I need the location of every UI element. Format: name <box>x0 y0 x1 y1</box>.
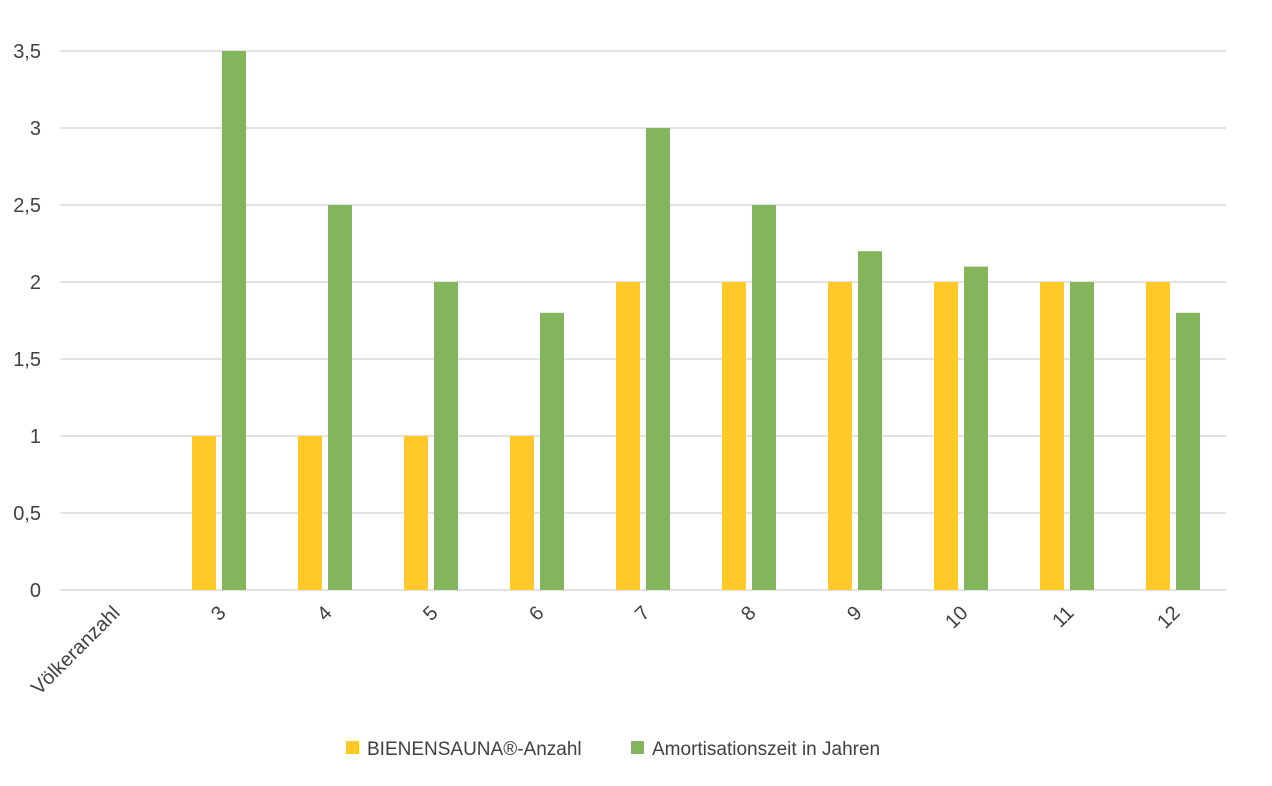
legend-label: BIENENSAUNA®-Anzahl <box>367 739 582 760</box>
x-tick-label: 5 <box>419 602 442 625</box>
y-tick-label: 2 <box>30 272 41 294</box>
x-tick-label: 3 <box>207 602 230 625</box>
x-tick-label: 6 <box>525 602 548 625</box>
bar-anzahl-9 <box>828 282 852 590</box>
y-tick-label: 1,5 <box>13 349 41 371</box>
bar-amortisation-4 <box>328 205 352 590</box>
bar-anzahl-6 <box>510 436 534 590</box>
bar-amortisation-7 <box>646 128 670 590</box>
bar-anzahl-12 <box>1146 282 1170 590</box>
bar-amortisation-5 <box>434 282 458 590</box>
x-tick-label: 7 <box>631 602 654 625</box>
x-tick-label: Völkeranzahl <box>27 602 124 699</box>
y-tick-label: 0,5 <box>13 503 41 525</box>
bar-anzahl-8 <box>722 282 746 590</box>
bars <box>192 51 1200 590</box>
legend-swatch <box>346 741 359 754</box>
bar-amortisation-12 <box>1176 312 1200 590</box>
x-tick-label: 11 <box>1048 602 1078 632</box>
x-tick-label: 9 <box>843 602 866 625</box>
bar-anzahl-5 <box>404 436 428 590</box>
y-tick-label: 2,5 <box>13 195 41 217</box>
x-tick-label: 12 <box>1153 602 1184 633</box>
y-tick-label: 1 <box>30 426 41 448</box>
y-tick-label: 3 <box>30 118 41 140</box>
y-tick-label: 0 <box>30 580 41 602</box>
legend: BIENENSAUNA®-Anzahl Amortisationszeit in … <box>346 739 880 760</box>
bar-anzahl-4 <box>298 436 322 590</box>
bar-amortisation-6 <box>540 312 564 590</box>
y-axis-tick-labels: 0 0,5 1 1,5 2 2,5 3 3,5 <box>13 41 41 602</box>
bar-amortisation-11 <box>1070 282 1094 590</box>
bar-anzahl-7 <box>616 282 640 590</box>
bar-amortisation-8 <box>752 205 776 590</box>
x-axis-tick-labels: Völkeranzahl 3 4 5 6 7 8 9 10 11 12 <box>27 602 1184 699</box>
bar-anzahl-11 <box>1040 282 1064 590</box>
y-tick-label: 3,5 <box>13 41 41 63</box>
bar-amortisation-3 <box>222 51 246 590</box>
gridlines <box>60 50 1226 591</box>
bar-anzahl-10 <box>934 282 958 590</box>
bar-amortisation-9 <box>858 251 882 590</box>
legend-label: Amortisationszeit in Jahren <box>652 739 880 760</box>
legend-swatch <box>631 741 644 754</box>
x-tick-label: 10 <box>941 602 972 633</box>
bar-amortisation-10 <box>964 266 988 590</box>
bar-anzahl-3 <box>192 436 216 590</box>
x-tick-label: 8 <box>737 602 760 625</box>
x-tick-label: 4 <box>313 602 336 625</box>
